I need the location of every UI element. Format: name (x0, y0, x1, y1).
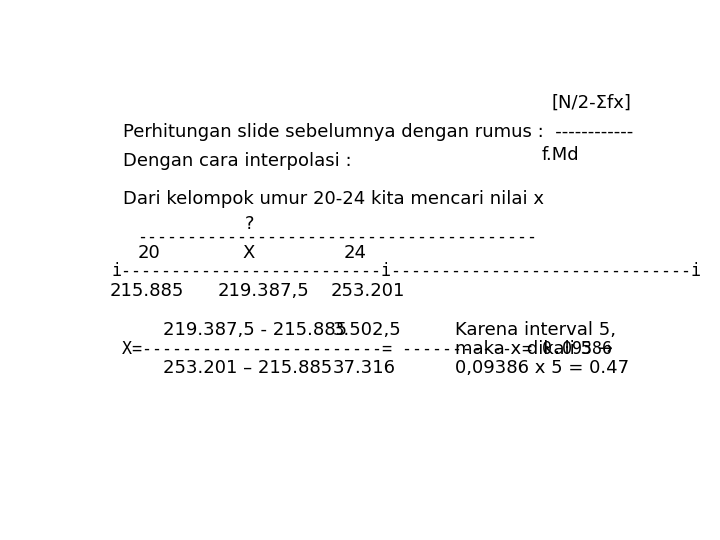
Text: Dari kelompok umur 20-24 kita mencari nilai x: Dari kelompok umur 20-24 kita mencari ni… (124, 190, 544, 207)
Text: maka x dikali 5 →: maka x dikali 5 → (456, 340, 613, 358)
Text: ?: ? (244, 215, 253, 233)
Text: 219.387,5: 219.387,5 (217, 282, 309, 300)
Text: i--------------------------i------------------------------i: i--------------------------i------------… (111, 262, 701, 280)
Text: [N/2-Σfx]: [N/2-Σfx] (552, 94, 631, 112)
Text: 3.502,5: 3.502,5 (333, 321, 402, 339)
Text: 219.387,5 - 215.885: 219.387,5 - 215.885 (163, 321, 346, 339)
Text: 20: 20 (138, 245, 160, 262)
Text: f.Md: f.Md (542, 146, 580, 164)
Text: ----------------------------------------: ---------------------------------------- (138, 228, 537, 246)
Text: 253.201: 253.201 (331, 282, 405, 300)
Text: Dengan cara interpolasi :: Dengan cara interpolasi : (124, 152, 352, 170)
Text: 215.885: 215.885 (109, 282, 184, 300)
Text: X=------------------------= ----------- = 0.09386: X=------------------------= ----------- … (122, 340, 613, 358)
Text: Karena interval 5,: Karena interval 5, (456, 321, 616, 339)
Text: 24: 24 (344, 245, 367, 262)
Text: Perhitungan slide sebelumnya dengan rumus :  ------------: Perhitungan slide sebelumnya dengan rumu… (124, 123, 634, 141)
Text: 253.201 – 215.885: 253.201 – 215.885 (163, 359, 332, 377)
Text: 0,09386 x 5 = 0.47: 0,09386 x 5 = 0.47 (456, 359, 629, 377)
Text: 37.316: 37.316 (333, 359, 396, 377)
Text: X: X (243, 245, 255, 262)
